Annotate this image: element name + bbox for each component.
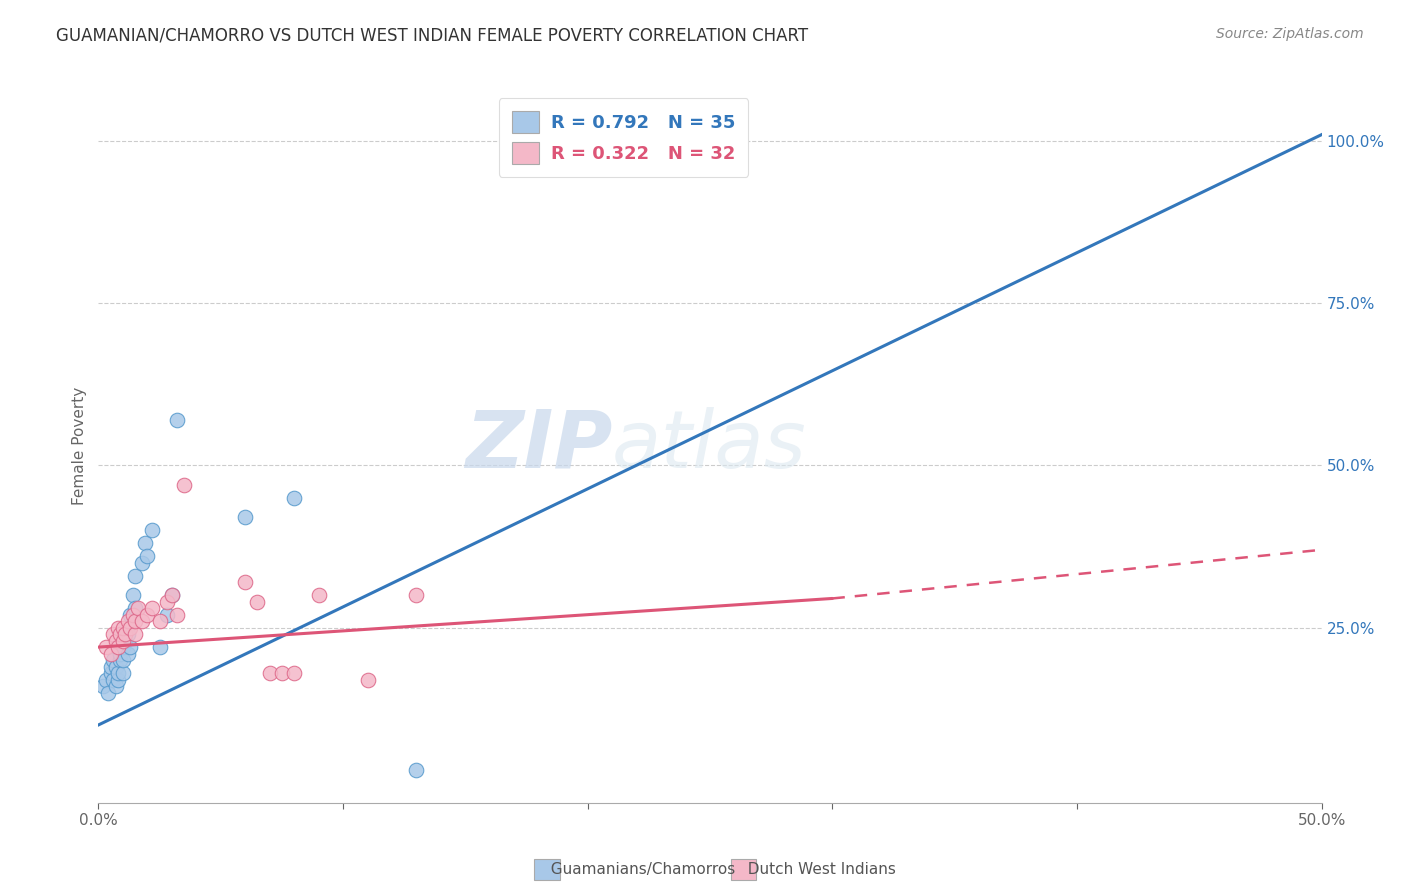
Text: Dutch West Indians: Dutch West Indians xyxy=(738,863,896,877)
Point xyxy=(136,607,159,622)
Point xyxy=(259,666,281,681)
Point xyxy=(156,607,179,622)
Point xyxy=(246,595,269,609)
Point xyxy=(149,614,172,628)
Point xyxy=(134,536,156,550)
Point xyxy=(166,413,188,427)
Point xyxy=(233,575,256,590)
Point xyxy=(156,595,179,609)
Point xyxy=(405,764,427,778)
Point xyxy=(114,633,136,648)
Point xyxy=(100,659,122,673)
Point xyxy=(111,666,134,681)
Point xyxy=(117,614,139,628)
Point xyxy=(124,568,146,582)
Y-axis label: Female Poverty: Female Poverty xyxy=(72,387,87,505)
Point xyxy=(104,679,127,693)
Point xyxy=(120,607,142,622)
Point xyxy=(173,478,195,492)
Point xyxy=(104,633,127,648)
Point xyxy=(114,627,136,641)
Point xyxy=(104,659,127,673)
Point xyxy=(100,666,122,681)
Point xyxy=(111,633,134,648)
Point xyxy=(141,524,163,538)
Text: Guamanians/Chamorros: Guamanians/Chamorros xyxy=(541,863,735,877)
Point xyxy=(117,627,139,641)
Point xyxy=(160,588,183,602)
Point xyxy=(94,673,117,687)
Point xyxy=(117,647,139,661)
Point xyxy=(405,588,427,602)
Text: ZIP: ZIP xyxy=(465,407,612,485)
Point xyxy=(283,491,305,505)
Point xyxy=(233,510,256,524)
Point xyxy=(107,673,129,687)
Text: Source: ZipAtlas.com: Source: ZipAtlas.com xyxy=(1216,27,1364,41)
Point xyxy=(308,588,330,602)
Point xyxy=(110,627,132,641)
Point xyxy=(160,588,183,602)
Point xyxy=(149,640,172,654)
Text: GUAMANIAN/CHAMORRO VS DUTCH WEST INDIAN FEMALE POVERTY CORRELATION CHART: GUAMANIAN/CHAMORRO VS DUTCH WEST INDIAN … xyxy=(56,27,808,45)
Point xyxy=(356,673,378,687)
Point xyxy=(110,647,132,661)
Point xyxy=(283,666,305,681)
Point xyxy=(111,621,134,635)
Point xyxy=(121,607,143,622)
Point xyxy=(131,556,153,570)
Point xyxy=(120,640,142,654)
Point xyxy=(110,653,132,667)
Point xyxy=(107,666,129,681)
Point xyxy=(121,588,143,602)
Point xyxy=(120,621,142,635)
Text: atlas: atlas xyxy=(612,407,807,485)
Point xyxy=(166,607,188,622)
Point xyxy=(94,640,117,654)
Point xyxy=(91,679,114,693)
Point xyxy=(101,627,124,641)
Point xyxy=(124,601,146,615)
Point xyxy=(141,601,163,615)
Point xyxy=(124,627,146,641)
Point xyxy=(131,614,153,628)
Point xyxy=(101,673,124,687)
Point xyxy=(101,653,124,667)
Point xyxy=(97,685,120,699)
Point xyxy=(124,614,146,628)
Point xyxy=(270,666,294,681)
Point xyxy=(100,647,122,661)
Legend: R = 0.792   N = 35, R = 0.322   N = 32: R = 0.792 N = 35, R = 0.322 N = 32 xyxy=(499,98,748,177)
Point xyxy=(111,640,134,654)
Point xyxy=(111,653,134,667)
Point xyxy=(127,601,149,615)
Point xyxy=(107,640,129,654)
Point xyxy=(107,621,129,635)
Point xyxy=(136,549,159,564)
